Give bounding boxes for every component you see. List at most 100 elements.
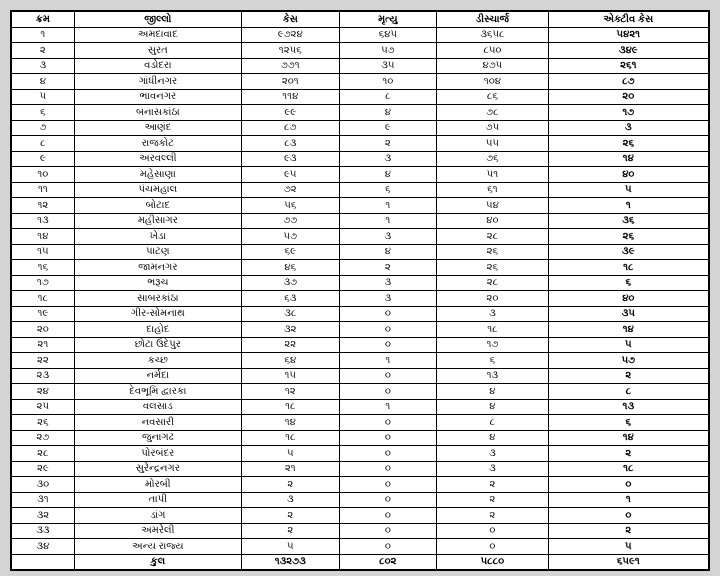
table-row: ૨૯સુરેન્દ્રનગર૨૧૦૩૧૮ [12, 461, 709, 477]
cell: ભરૂચ [74, 275, 241, 291]
cell: અમદાવાદ [74, 27, 241, 43]
total-cell: ૧૩૨૭૩ [241, 554, 339, 570]
cell: ૨૫ [12, 399, 75, 415]
cell: પાટણ [74, 244, 241, 260]
cell: ૫૬ [241, 198, 339, 214]
cell: જામનગર [74, 260, 241, 276]
cell: ૧૫ [241, 368, 339, 384]
cell: ૫ [548, 539, 708, 555]
table-row: ૧અમદાવાદ૯૭૨૪૬૪૫૩૬૫૮૫૪૨૧ [12, 27, 709, 43]
cell: દેવભૂમિ દ્વારકા [74, 384, 241, 400]
cell: ૩૨ [12, 508, 75, 524]
cell: ૦ [339, 415, 437, 431]
table-row: ૧૨બોટાદ૫૬૧૫૪૧ [12, 198, 709, 214]
header-row: ક્રમ જીલ્લો કેસ મૃત્યુ ડીસ્ચાર્જ એક્ટીવ … [12, 12, 709, 28]
table-row: ૩૦મોરબી૨૦૨૦ [12, 477, 709, 493]
cell: ડાંગ [74, 508, 241, 524]
cell: ૪૭૫ [437, 58, 549, 74]
cell: ૬૯ [241, 244, 339, 260]
table-row: ૯અરવલ્લી૯૩૩૭૬૧૪ [12, 151, 709, 167]
cell: ૨ [12, 43, 75, 59]
cell: વલસાડ [74, 399, 241, 415]
cell: ૩૦ [12, 477, 75, 493]
cell: ૩૫ [339, 58, 437, 74]
cell: ૨૯ [12, 461, 75, 477]
table-row: ૧૦મહેસાણા૯૫૪૫૧૪૦ [12, 167, 709, 183]
cell: ૧૮ [12, 291, 75, 307]
cell: ૧૧૪ [241, 89, 339, 105]
cell: ૨ [339, 260, 437, 276]
cell: ૮ [548, 384, 708, 400]
cell: ૨૭ [12, 430, 75, 446]
cell: ૧૮ [548, 461, 708, 477]
cell: ૨૬ [12, 415, 75, 431]
cell: ૨૬ [437, 244, 549, 260]
total-cell [12, 554, 75, 570]
cell: ૦ [339, 430, 437, 446]
cell: પંચમહાલ [74, 182, 241, 198]
cell: ૭૫ [437, 120, 549, 136]
cell: ૬ [548, 415, 708, 431]
cell: વડોદરા [74, 58, 241, 74]
cell: ૩૩ [12, 523, 75, 539]
table-row: ૬બનાસકાંઠા૯૯૪૭૮૧૭ [12, 105, 709, 121]
cell: ૨૦ [12, 322, 75, 338]
cell: ૨૬૧ [548, 58, 708, 74]
col-cases: કેસ [241, 12, 339, 28]
cell: ૩૪૯ [548, 43, 708, 59]
data-table-container: ક્રમ જીલ્લો કેસ મૃત્યુ ડીસ્ચાર્જ એક્ટીવ … [10, 10, 710, 571]
cell: ૪૦ [548, 167, 708, 183]
cell: ૩૬૫૮ [437, 27, 549, 43]
table-row: ૩૧તાપી૩૦૨૧ [12, 492, 709, 508]
cell: ૧ [548, 492, 708, 508]
cell: ૭૬ [437, 151, 549, 167]
cell: ૦ [339, 508, 437, 524]
cell: ૦ [339, 461, 437, 477]
cell: ૨૦ [548, 89, 708, 105]
table-row: ૨સુરત૧૨૫૬૫૭૮૫૦૩૪૯ [12, 43, 709, 59]
cell: ૫ [241, 446, 339, 462]
cell: ૫ [548, 337, 708, 353]
cell: ૨૪ [12, 384, 75, 400]
cell: ૧૪ [241, 415, 339, 431]
cell: ૨૧ [241, 461, 339, 477]
cell: ૯૫ [241, 167, 339, 183]
cell: ૦ [339, 477, 437, 493]
cell: ૩૫ [548, 306, 708, 322]
table-row: ૨૬નવસારી૧૪૦૮૬ [12, 415, 709, 431]
cell: ૩ [548, 120, 708, 136]
cell: ૨ [548, 368, 708, 384]
cell: ૨ [437, 477, 549, 493]
table-row: ૩૨ડાંગ૨૦૨૦ [12, 508, 709, 524]
cell: ૧૮ [437, 322, 549, 338]
cell: ૨ [548, 446, 708, 462]
cell: ૪૦ [548, 291, 708, 307]
table-row: ૪ગાંધીનગર૨૦૧૧૦૧૦૪૮૭ [12, 74, 709, 90]
cell: ૨૮ [437, 229, 549, 245]
cell: ૬ [12, 105, 75, 121]
cell: ૨૨ [12, 353, 75, 369]
cell: ૦ [548, 508, 708, 524]
cell: ખેડા [74, 229, 241, 245]
cell: ૧૯ [12, 306, 75, 322]
cell: ૨ [241, 523, 339, 539]
cell: ૮ [339, 89, 437, 105]
cell: ૧૭ [437, 337, 549, 353]
cell: ૭ [12, 120, 75, 136]
cell: ૧૩ [437, 368, 549, 384]
table-row: ૧૬જામનગર૪૬૨૨૬૧૮ [12, 260, 709, 276]
table-row: ૧૧પંચમહાલ૭૨૬૬૧૫ [12, 182, 709, 198]
cell: બનાસકાંઠા [74, 105, 241, 121]
cell: તાપી [74, 492, 241, 508]
cell: ૯ [12, 151, 75, 167]
col-district: જીલ્લો [74, 12, 241, 28]
cell: ૬ [548, 275, 708, 291]
cell: ૬૪૫ [339, 27, 437, 43]
cell: ૩ [241, 492, 339, 508]
cell: ૧૧ [12, 182, 75, 198]
cell: ૩૬ [548, 213, 708, 229]
cell: ૨૩ [12, 368, 75, 384]
cell: ૩૮ [241, 306, 339, 322]
cell: ગાંધીનગર [74, 74, 241, 90]
cell: ૩ [437, 461, 549, 477]
